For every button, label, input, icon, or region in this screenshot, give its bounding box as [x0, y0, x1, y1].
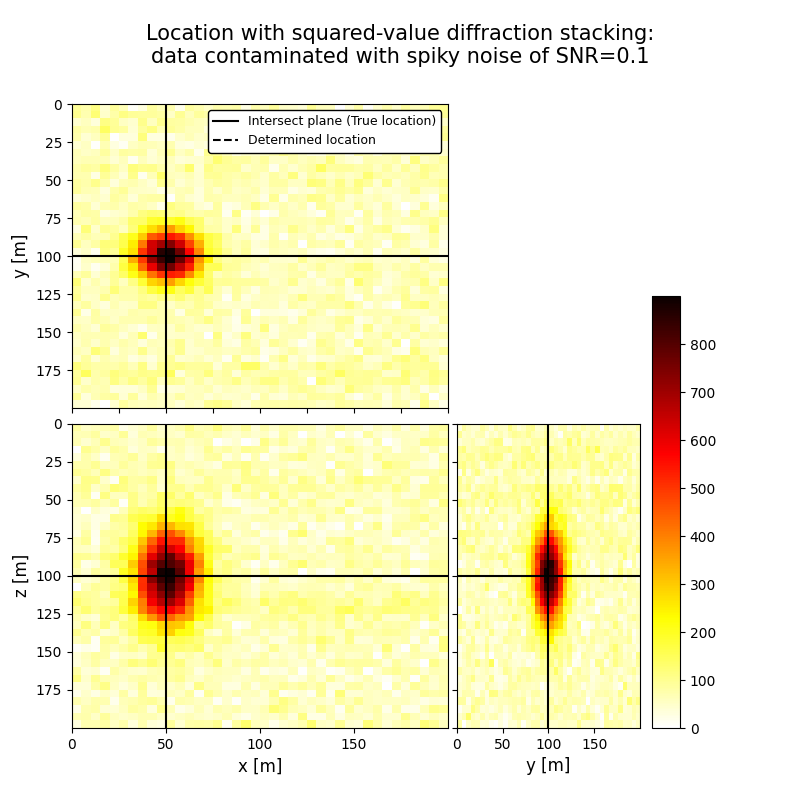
X-axis label: y [m]: y [m] [526, 758, 570, 775]
Y-axis label: z [m]: z [m] [12, 554, 30, 598]
X-axis label: x [m]: x [m] [238, 758, 282, 775]
Y-axis label: y [m]: y [m] [12, 234, 30, 278]
Legend: Intersect plane (True location), Determined location: Intersect plane (True location), Determi… [208, 110, 442, 153]
Text: Location with squared-value diffraction stacking:
data contaminated with spiky n: Location with squared-value diffraction … [146, 24, 654, 67]
